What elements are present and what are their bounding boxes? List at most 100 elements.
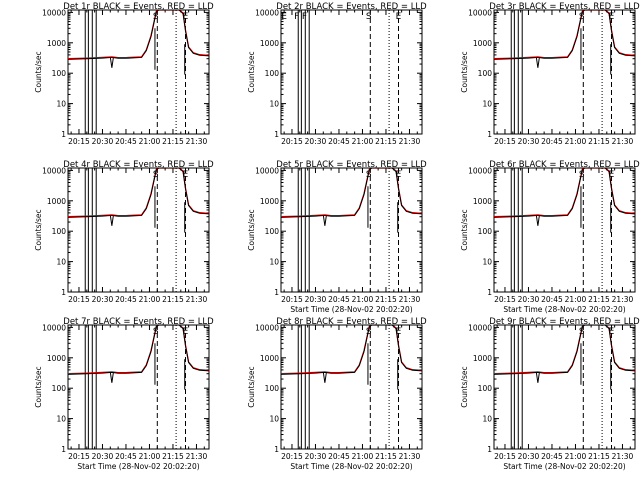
y-axis: 1 10 100 1000 10000 xyxy=(42,8,209,139)
marker-label-e: E xyxy=(396,170,402,180)
series-group xyxy=(68,10,209,75)
series-group xyxy=(494,168,635,233)
x-axis-label: Start Time (28-Nov-02 20:02:20) xyxy=(503,462,625,471)
panel-det-2: Det 2r BLACK = Events, RED = LLD 1 10 100 10… xyxy=(247,2,427,146)
marker-label-e: E xyxy=(183,12,189,22)
panel-det-5: Det 5r BLACK = Events, RED = LLD 1 10 100 10… xyxy=(247,160,427,314)
x-tick-label: 20:15 xyxy=(281,295,303,304)
events-dip xyxy=(322,215,327,226)
y-tick-label: 100 xyxy=(265,69,280,78)
series-group xyxy=(494,325,635,390)
y-tick-label: 10 xyxy=(56,415,66,424)
marker-label-s: S xyxy=(579,170,585,180)
y-tick-label: 10 xyxy=(482,415,492,424)
y-tick-label: 10000 xyxy=(42,166,66,175)
y-tick-label: 1 xyxy=(487,130,492,139)
y-axis-label: Counts/sec xyxy=(247,366,256,407)
x-tick-label: 20:45 xyxy=(115,295,137,304)
x-tick-label: 20:30 xyxy=(305,452,327,461)
x-tick-label: 21:15 xyxy=(162,452,184,461)
marker-label-s: S xyxy=(579,327,585,337)
y-tick-label: 100 xyxy=(265,384,280,393)
marker-label-e: E xyxy=(396,327,402,337)
y-axis: 1 10 100 1000 10000 xyxy=(42,166,209,297)
y-tick-label: 100 xyxy=(52,227,67,236)
x-tick-label: 20:45 xyxy=(115,137,137,146)
y-tick-label: 10 xyxy=(269,415,279,424)
x-tick-label: 20:45 xyxy=(541,452,563,461)
panel-det-7: Det 7r BLACK = Events, RED = LLD 1 10 100 10… xyxy=(34,317,214,471)
plot-frame xyxy=(280,167,423,293)
y-axis-label: Counts/sec xyxy=(460,366,469,407)
panel-det-3: Det 3r BLACK = Events, RED = LLD 1 10 100 10… xyxy=(460,2,640,146)
plot-frame xyxy=(67,9,210,135)
x-tick-label: 20:15 xyxy=(68,137,90,146)
y-tick-label: 1000 xyxy=(473,39,492,48)
y-axis-label: Counts/sec xyxy=(34,51,43,92)
x-tick-label: 20:15 xyxy=(494,137,516,146)
x-tick-label: 21:00 xyxy=(352,452,374,461)
y-tick-label: 1 xyxy=(61,130,66,139)
y-axis-label: Counts/sec xyxy=(460,51,469,92)
x-axis: 20:15 20:30 20:45 21:00 21:15 21:30 xyxy=(494,10,633,146)
panel-title: Det 7r BLACK = Events, RED = LLD xyxy=(63,317,214,327)
x-tick-label: 21:30 xyxy=(399,295,421,304)
x-tick-label: 21:00 xyxy=(352,295,374,304)
y-tick-label: 10000 xyxy=(255,166,279,175)
panel-title: Det 5r BLACK = Events, RED = LLD xyxy=(276,160,427,170)
y-tick-label: 1 xyxy=(274,130,279,139)
marker-label-e: E xyxy=(609,170,615,180)
x-axis-label: Start Time (28-Nov-02 20:02:20) xyxy=(290,462,412,471)
y-axis: 1 10 100 1000 10000 xyxy=(468,8,635,139)
y-tick-label: 10 xyxy=(56,100,66,109)
plot-frame xyxy=(493,9,636,135)
x-tick-label: 20:45 xyxy=(328,295,350,304)
x-tick-label: 20:15 xyxy=(68,295,90,304)
y-tick-label: 100 xyxy=(478,384,493,393)
panel-title: Det 9r BLACK = Events, RED = LLD xyxy=(489,317,640,327)
x-tick-label: 20:15 xyxy=(68,452,90,461)
x-tick-label: 20:30 xyxy=(305,137,327,146)
x-tick-label: 21:30 xyxy=(186,295,208,304)
x-tick-label: 20:30 xyxy=(518,137,540,146)
series-group xyxy=(281,325,422,390)
series-group xyxy=(281,168,422,233)
y-axis-label: Counts/sec xyxy=(247,51,256,92)
y-axis: 1 10 100 1000 10000 xyxy=(42,323,209,454)
y-tick-label: 10 xyxy=(482,100,492,109)
events-dip xyxy=(535,372,540,383)
y-tick-label: 1 xyxy=(487,288,492,297)
x-tick-label: 20:15 xyxy=(494,452,516,461)
panel-title: Det 1r BLACK = Events, RED = LLD xyxy=(63,2,214,12)
marker-label-s: S xyxy=(153,327,159,337)
x-tick-label: 20:45 xyxy=(328,452,350,461)
x-tick-label: 21:15 xyxy=(588,452,610,461)
marker-label-e: E xyxy=(281,12,287,22)
y-axis: 1 10 100 1000 10000 xyxy=(255,323,422,454)
series-group xyxy=(494,10,635,75)
y-tick-label: 1 xyxy=(274,445,279,454)
marker-label-e: E xyxy=(183,170,189,180)
x-tick-label: 20:30 xyxy=(518,452,540,461)
x-axis-label: Start Time (28-Nov-02 20:02:20) xyxy=(290,305,412,314)
x-tick-label: 21:00 xyxy=(565,137,587,146)
y-tick-label: 10 xyxy=(482,258,492,267)
y-tick-label: 1000 xyxy=(473,354,492,363)
y-tick-label: 100 xyxy=(52,69,67,78)
x-tick-label: 21:00 xyxy=(565,452,587,461)
y-axis: 1 10 100 1000 10000 xyxy=(468,323,635,454)
y-tick-label: 100 xyxy=(478,69,493,78)
series-group xyxy=(68,325,209,390)
x-axis: 20:15 20:30 20:45 21:00 21:15 21:30 xyxy=(68,10,207,146)
x-axis: 20:15 20:30 20:45 21:00 21:15 21:30 xyxy=(494,325,633,461)
y-tick-label: 1 xyxy=(61,288,66,297)
y-tick-label: 10 xyxy=(56,258,66,267)
panel-title: Det 4r BLACK = Events, RED = LLD xyxy=(63,160,214,170)
panel-grid: Det 1r BLACK = Events, RED = LLD 1 10 100 10… xyxy=(34,2,640,471)
y-axis-label: Counts/sec xyxy=(460,209,469,250)
y-tick-label: 1000 xyxy=(47,39,66,48)
y-tick-label: 1000 xyxy=(260,197,279,206)
x-tick-label: 21:00 xyxy=(565,295,587,304)
y-tick-label: 100 xyxy=(265,227,280,236)
